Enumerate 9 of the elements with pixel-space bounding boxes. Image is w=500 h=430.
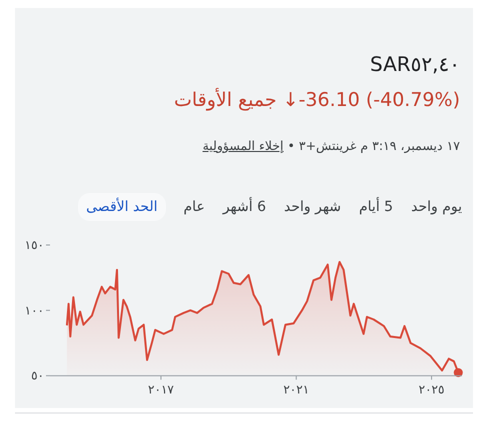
- chart-title: SAR٥٢,٤٠: [370, 52, 460, 76]
- y-tick-label: ١٠٠: [24, 303, 44, 318]
- y-tick-label: ١٥٠: [24, 238, 44, 252]
- x-tick-label: ٢٠٢١: [283, 382, 310, 397]
- x-tick-label: ٢٠١٧: [148, 382, 174, 397]
- x-tick-label: ٢٠٢٥: [418, 382, 444, 397]
- text: إخلاء المسؤولية: [202, 138, 284, 153]
- y-tick-label: ٥٠: [31, 368, 44, 383]
- text: ١٧ ديسمبر، ٣:١٩ م غرينتش+٣ •: [286, 138, 460, 153]
